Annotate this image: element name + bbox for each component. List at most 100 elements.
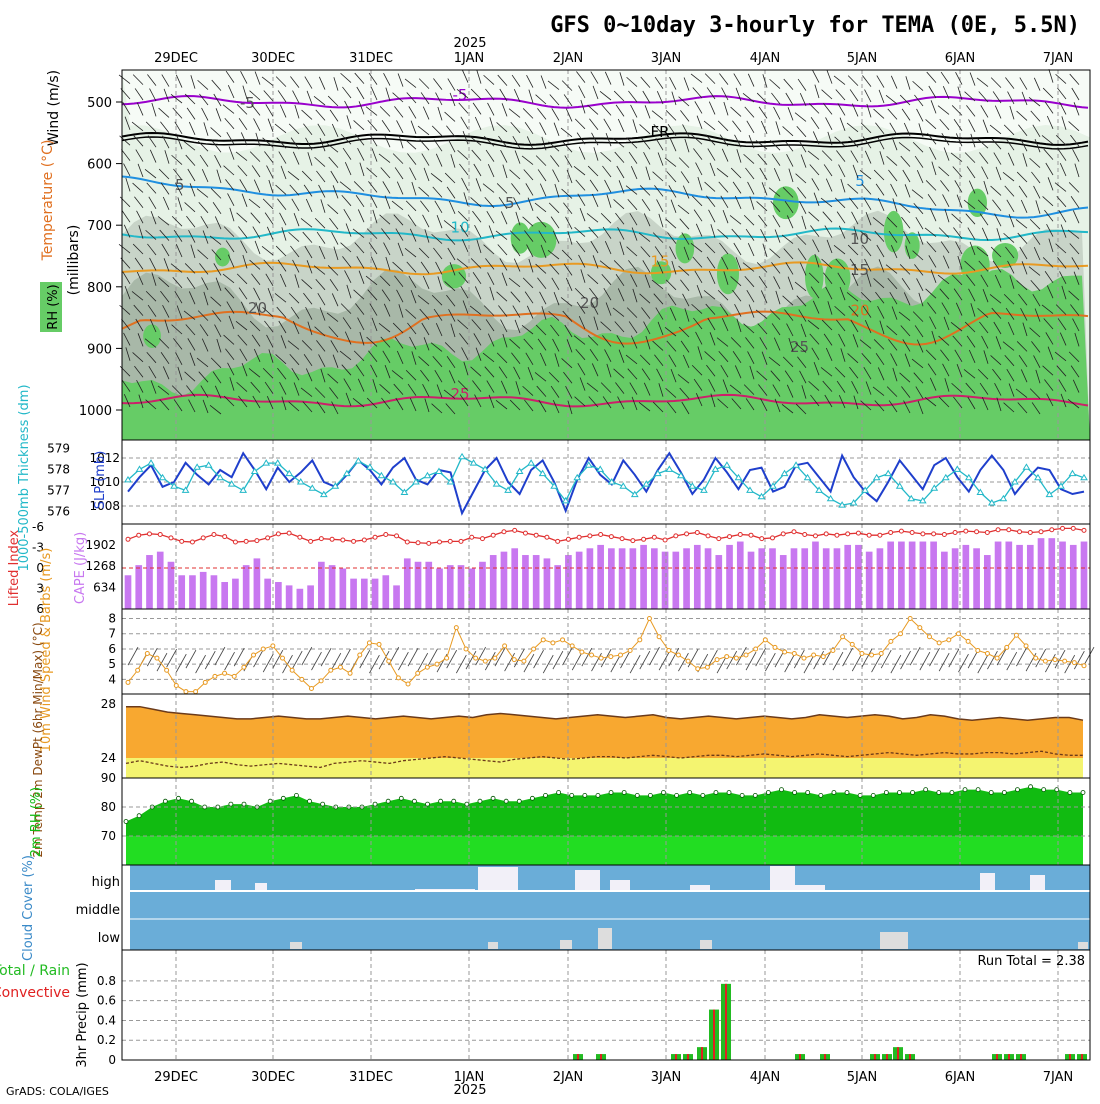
cape-bar [178,575,186,609]
wind-barb [1073,271,1080,285]
wind10-barb [919,651,931,671]
wind-barb [1054,182,1067,192]
wind-barb [199,324,209,337]
wind-barb [342,317,352,330]
wind-barb [812,69,820,83]
wind-barb [420,200,430,213]
wind-barb [457,210,469,222]
wind-barb [407,383,417,396]
wind-barb [643,321,651,335]
wind-barb [952,166,963,178]
wind-barb [186,107,196,120]
rh2m-point [805,790,811,795]
wind-barb [511,183,521,195]
wind-barb [314,156,326,167]
wind10-barb [813,650,824,670]
wind-barb [358,270,365,284]
rh2m-point [503,798,509,804]
axis-label: CAPE (J/kg) [73,532,88,604]
wind-barb [411,351,417,365]
wind-barb [392,92,404,103]
wind-barb [601,104,612,116]
wind-barb [782,187,794,198]
wind-barb [575,349,586,361]
wind-barb [266,226,274,240]
wind-barb [926,71,937,83]
thickness-point [734,473,743,481]
lifted-index-point [394,533,400,539]
wind-barb [196,188,209,198]
wind-barb [682,185,690,199]
wind-barb [430,342,443,352]
lifted-index-point [855,530,861,536]
wind-barb [1033,247,1041,261]
wind-barb [495,399,508,410]
wind-barb [411,181,417,196]
wind-barb [717,398,729,409]
wind-barb [331,231,339,245]
wind-barb [433,139,443,152]
cape-bar [941,551,948,609]
wind-barb [756,92,768,104]
wind-barb [732,351,742,364]
wind-barb [576,71,586,83]
wind-barb [995,166,1002,181]
wind-barb [509,399,521,411]
wind-barb [787,107,794,121]
wind-barb [214,385,222,399]
wind-barb [213,93,222,107]
rh-green-patch [824,258,851,298]
wind-barb [773,106,781,120]
wind-barb [499,88,508,102]
wind-barb [317,292,326,306]
wind-barb [708,101,716,115]
cape-bar [382,575,390,609]
wind-barb [305,306,313,320]
wind-barb [470,258,482,269]
wind-barb [275,184,287,195]
rh-green-patch [143,324,161,348]
wind10-barb [446,649,458,669]
wind-barb [1046,393,1054,407]
cape-bar [489,555,497,609]
wind-barb [236,273,248,285]
wind-barb [225,348,235,361]
wind10-barb [369,654,380,674]
wind-barb [176,305,183,319]
thickness-point [999,494,1008,502]
panel-bg [122,609,1090,694]
wind10-point [695,666,701,672]
wind-barb [1072,148,1080,162]
wind-barb [580,99,586,114]
wind-barb [164,319,170,334]
wind-barb [434,369,443,383]
wind-barb [704,242,716,254]
wind-barb [784,201,794,214]
wind-barb [578,254,586,268]
wind-barb [758,214,768,227]
wind10-point [724,654,730,660]
thickness-point [757,492,766,500]
wind-barb [746,120,755,134]
wind-barb [652,401,664,413]
cape-bar [812,541,819,609]
wind-barb [370,87,378,101]
wind-barb [1033,77,1041,91]
wind-barb [878,89,885,104]
wind-barb [1044,209,1054,222]
wind-barb [305,368,313,382]
wind-barb [723,271,729,285]
lifted-index-point [587,533,593,539]
wind10-tick-label: 4 [108,672,116,686]
wind-barb [212,310,222,322]
wind-barb [344,162,352,176]
wind-barb [731,398,742,410]
wind-barb [565,277,573,291]
thickness-point [826,494,835,502]
wind-barb [562,141,573,153]
wind10-point [463,646,469,652]
wind-barb [277,90,287,103]
lifted-index-point [984,529,990,535]
wind-barb [342,86,352,99]
